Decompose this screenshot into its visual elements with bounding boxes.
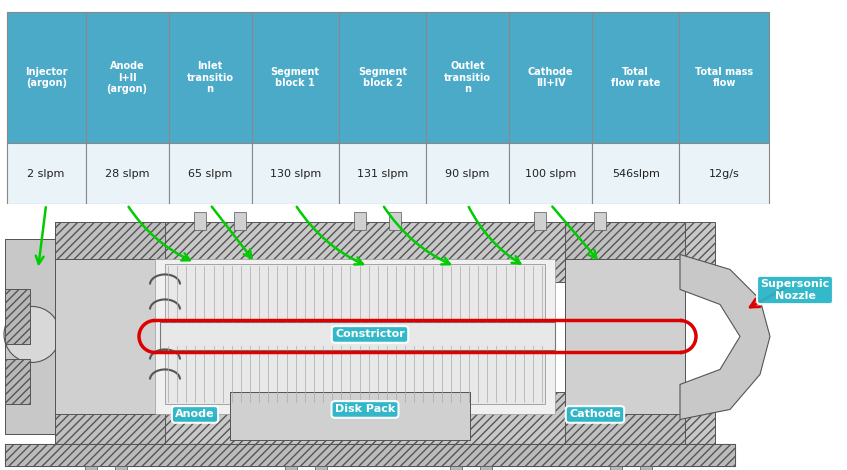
Text: Total mass
flow: Total mass flow <box>695 67 753 88</box>
FancyArrowPatch shape <box>468 207 520 264</box>
Text: Inlet
transitio
n: Inlet transitio n <box>186 61 234 94</box>
Text: 65 slpm: 65 slpm <box>188 169 232 179</box>
Bar <box>339 12 426 143</box>
Bar <box>160 322 555 351</box>
Text: 2 slpm: 2 slpm <box>27 169 65 179</box>
Bar <box>509 12 592 143</box>
Bar <box>5 445 735 466</box>
Text: 28 slpm: 28 slpm <box>105 169 149 179</box>
Bar <box>565 222 685 453</box>
Bar <box>339 143 426 204</box>
FancyArrowPatch shape <box>296 207 363 265</box>
Bar <box>7 12 86 143</box>
Bar <box>5 360 30 405</box>
Bar <box>155 259 555 415</box>
Bar <box>354 212 366 230</box>
Text: Supersonic
Nozzle: Supersonic Nozzle <box>761 279 829 301</box>
Bar <box>5 290 30 345</box>
Circle shape <box>4 306 60 362</box>
FancyArrowPatch shape <box>36 207 46 264</box>
Bar <box>5 239 60 434</box>
Bar <box>165 345 545 405</box>
FancyArrowPatch shape <box>212 207 252 258</box>
Text: 131 slpm: 131 slpm <box>357 169 408 179</box>
Bar <box>509 143 592 204</box>
Text: Cathode: Cathode <box>569 409 621 419</box>
Bar <box>0 204 847 470</box>
Bar <box>426 12 509 143</box>
Bar <box>252 12 339 143</box>
Text: 100 slpm: 100 slpm <box>525 169 576 179</box>
Bar <box>426 143 509 204</box>
Bar <box>640 466 652 470</box>
Bar <box>169 12 252 143</box>
Bar <box>86 12 169 143</box>
Text: 546slpm: 546slpm <box>612 169 660 179</box>
Polygon shape <box>680 254 770 419</box>
Bar <box>592 12 679 143</box>
Text: 130 slpm: 130 slpm <box>269 169 321 179</box>
FancyArrowPatch shape <box>552 206 596 258</box>
Text: Outlet
transitio
n: Outlet transitio n <box>444 61 491 94</box>
Text: Anode
I+II
(argon): Anode I+II (argon) <box>107 61 147 94</box>
Bar <box>389 212 401 230</box>
Bar <box>115 466 127 470</box>
Bar <box>252 143 339 204</box>
Text: Injector
(argon): Injector (argon) <box>25 67 68 88</box>
Bar <box>234 212 246 230</box>
Bar <box>534 212 546 230</box>
Bar <box>194 212 206 230</box>
Bar <box>55 259 165 415</box>
Bar <box>450 466 462 470</box>
Text: Constrictor: Constrictor <box>335 329 405 339</box>
Bar <box>5 445 735 466</box>
Bar <box>679 12 769 143</box>
FancyArrowPatch shape <box>384 207 450 265</box>
Bar <box>679 143 769 204</box>
Bar <box>592 143 679 204</box>
Bar <box>0 204 847 470</box>
Bar <box>285 466 297 470</box>
Text: Cathode
III+IV: Cathode III+IV <box>528 67 573 88</box>
FancyArrowPatch shape <box>750 286 788 307</box>
Bar <box>594 212 606 230</box>
Bar <box>480 466 492 470</box>
Bar <box>55 392 715 453</box>
Bar <box>7 143 86 204</box>
FancyArrowPatch shape <box>129 207 190 260</box>
Bar <box>5 239 60 434</box>
Text: Anode: Anode <box>175 409 215 419</box>
Bar <box>86 143 169 204</box>
Bar <box>165 265 545 324</box>
Text: 90 slpm: 90 slpm <box>446 169 490 179</box>
Text: Segment
block 1: Segment block 1 <box>271 67 319 88</box>
Text: Segment
block 2: Segment block 2 <box>358 67 407 88</box>
Bar <box>230 392 470 440</box>
Bar <box>565 259 685 415</box>
Bar <box>85 466 97 470</box>
Bar <box>169 143 252 204</box>
Bar <box>55 222 715 282</box>
Bar <box>55 222 165 453</box>
Text: Total
flow rate: Total flow rate <box>611 67 661 88</box>
Text: 12g/s: 12g/s <box>709 169 739 179</box>
Bar <box>610 466 622 470</box>
Bar <box>315 466 327 470</box>
Text: Disk Pack: Disk Pack <box>335 405 395 415</box>
Bar <box>230 392 470 440</box>
